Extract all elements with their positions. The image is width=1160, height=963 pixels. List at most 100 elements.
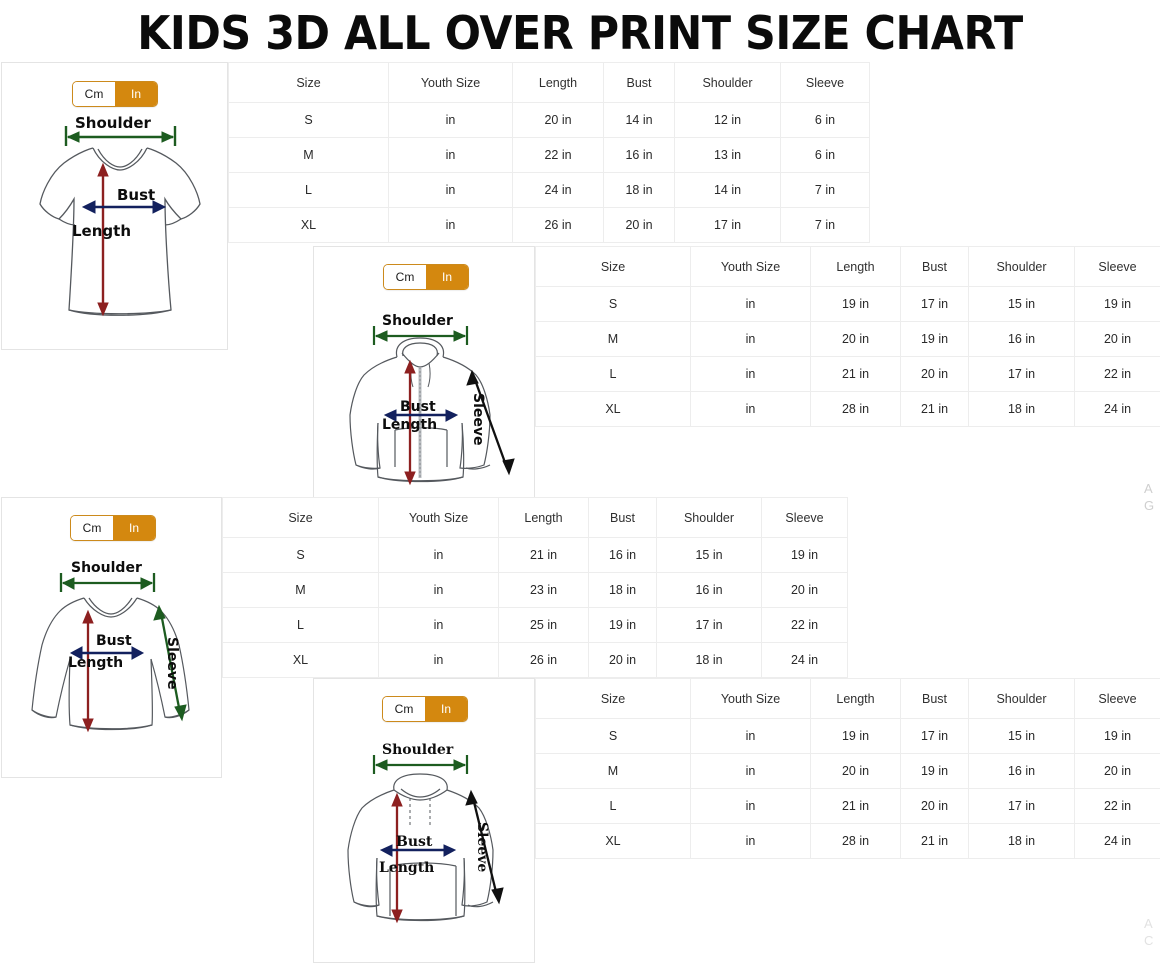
cell-sleeve: 7 in — [780, 172, 870, 208]
table-row: S in 21 in 16 in 15 in 19 in — [222, 537, 848, 573]
label-length-t-shirt: Length — [72, 222, 131, 240]
cell-size: XL — [535, 391, 691, 427]
garment-labels-t-shirt: Shoulder Bust Length — [20, 114, 220, 338]
cell-length: 26 in — [498, 642, 589, 678]
diagram-card-pullover-hoodie — [313, 678, 535, 963]
cell-youth: in — [690, 356, 811, 392]
unit-toggle-in-t-shirt[interactable]: In — [115, 82, 157, 106]
cell-length: 19 in — [810, 718, 901, 754]
cell-youth: in — [378, 607, 499, 643]
cell-youth: in — [690, 753, 811, 789]
shoulder-measure-long-sleeve-shirt — [59, 573, 156, 592]
cell-sleeve: 24 in — [1074, 823, 1160, 859]
cell-bust: 16 in — [588, 537, 657, 573]
cell-youth: in — [690, 718, 811, 754]
cell-shoulder: 16 in — [968, 321, 1075, 357]
unit-toggle-in-long-sleeve-shirt[interactable]: In — [113, 516, 155, 540]
table-row: M in 23 in 18 in 16 in 20 in — [222, 572, 848, 608]
cell-length: 19 in — [810, 286, 901, 322]
cell-length: 23 in — [498, 572, 589, 608]
sleeve-measure-zip-hoodie — [466, 369, 515, 476]
column-header-sleeve: Sleeve — [1074, 246, 1160, 287]
column-header-bust: Bust — [900, 246, 969, 287]
shoulder-measure-t-shirt — [64, 126, 177, 146]
unit-toggle-cm-zip-hoodie[interactable]: Cm — [384, 265, 426, 289]
size-table-t-shirt: Size Youth Size Length Bust Shoulder Sle… — [228, 62, 870, 243]
cell-youth: in — [388, 207, 513, 243]
cell-bust: 17 in — [900, 286, 969, 322]
cell-youth: in — [378, 537, 499, 573]
cell-shoulder: 17 in — [674, 207, 781, 243]
column-header-sleeve: Sleeve — [761, 497, 848, 538]
edge-watermark-line3: A — [1144, 916, 1153, 931]
cell-length: 20 in — [810, 753, 901, 789]
unit-toggle-cm-t-shirt[interactable]: Cm — [73, 82, 115, 106]
size-table-zip-hoodie: Size Youth Size Length Bust Shoulder Sle… — [535, 246, 1160, 427]
diagram-card-long-sleeve-shirt — [1, 497, 222, 778]
table-row: L in 24 in 18 in 14 in 7 in — [228, 172, 870, 208]
table-row: M in 22 in 16 in 13 in 6 in — [228, 137, 870, 173]
cell-sleeve: 6 in — [780, 137, 870, 173]
cell-length: 20 in — [512, 102, 604, 138]
cell-youth: in — [690, 321, 811, 357]
column-header-length: Length — [810, 678, 901, 719]
cell-sleeve: 22 in — [1074, 356, 1160, 392]
unit-toggle-in-pullover-hoodie[interactable]: In — [425, 697, 467, 721]
cell-shoulder: 15 in — [968, 286, 1075, 322]
cell-length: 20 in — [810, 321, 901, 357]
cell-youth: in — [690, 286, 811, 322]
cell-size: L — [228, 172, 389, 208]
cell-shoulder: 17 in — [968, 356, 1075, 392]
table-row: XL in 26 in 20 in 17 in 7 in — [228, 207, 870, 243]
cell-length: 28 in — [810, 391, 901, 427]
unit-toggle-zip-hoodie[interactable]: Cm In — [383, 264, 469, 290]
edge-watermark-line4: C — [1144, 933, 1154, 948]
cell-length: 26 in — [512, 207, 604, 243]
label-shoulder-pullover-hoodie: Shoulder — [382, 742, 454, 758]
cell-shoulder: 17 in — [656, 607, 762, 643]
unit-toggle-t-shirt[interactable]: Cm In — [72, 81, 158, 107]
cell-sleeve: 22 in — [761, 607, 848, 643]
unit-toggle-in-zip-hoodie[interactable]: In — [426, 265, 468, 289]
label-shoulder-zip-hoodie: Shoulder — [382, 313, 453, 329]
bust-measure-zip-hoodie — [383, 409, 459, 422]
column-header-length: Length — [810, 246, 901, 287]
cell-sleeve: 20 in — [1074, 321, 1160, 357]
column-header-length: Length — [512, 62, 604, 103]
cell-youth: in — [378, 642, 499, 678]
cell-bust: 20 in — [900, 356, 969, 392]
unit-toggle-pullover-hoodie[interactable]: Cm In — [382, 696, 468, 722]
label-length-long-sleeve-shirt: Length — [68, 655, 124, 671]
column-header-size: Size — [535, 246, 691, 287]
unit-toggle-long-sleeve-shirt[interactable]: Cm In — [70, 515, 156, 541]
size-table-pullover-hoodie: Size Youth Size Length Bust Shoulder Sle… — [535, 678, 1160, 859]
cell-sleeve: 19 in — [1074, 286, 1160, 322]
cell-size: M — [535, 321, 691, 357]
length-measure-t-shirt — [97, 162, 109, 317]
cell-bust: 14 in — [603, 102, 675, 138]
cell-size: S — [535, 286, 691, 322]
garment-illustration-zip-hoodie — [322, 305, 527, 500]
label-shoulder-t-shirt: Shoulder — [75, 114, 151, 132]
column-header-youth: Youth Size — [690, 246, 811, 287]
cell-size: M — [222, 572, 379, 608]
cell-bust: 19 in — [900, 753, 969, 789]
table-row: L in 21 in 20 in 17 in 22 in — [535, 356, 1160, 392]
cell-bust: 18 in — [588, 572, 657, 608]
garment-illustration-long-sleeve-shirt — [8, 555, 218, 770]
cell-size: XL — [228, 207, 389, 243]
table-row: S in 20 in 14 in 12 in 6 in — [228, 102, 870, 138]
cell-youth: in — [388, 172, 513, 208]
cell-sleeve: 20 in — [761, 572, 848, 608]
unit-toggle-cm-pullover-hoodie[interactable]: Cm — [383, 697, 425, 721]
cell-shoulder: 17 in — [968, 788, 1075, 824]
length-measure-long-sleeve-shirt — [82, 609, 94, 733]
cell-size: L — [222, 607, 379, 643]
label-shoulder-long-sleeve-shirt: Shoulder — [71, 560, 142, 576]
cell-length: 25 in — [498, 607, 589, 643]
cell-size: XL — [222, 642, 379, 678]
unit-toggle-cm-long-sleeve-shirt[interactable]: Cm — [71, 516, 113, 540]
cell-sleeve: 24 in — [1074, 391, 1160, 427]
cell-shoulder: 16 in — [968, 753, 1075, 789]
label-sleeve-long-sleeve-shirt: Sleeve — [164, 637, 180, 690]
